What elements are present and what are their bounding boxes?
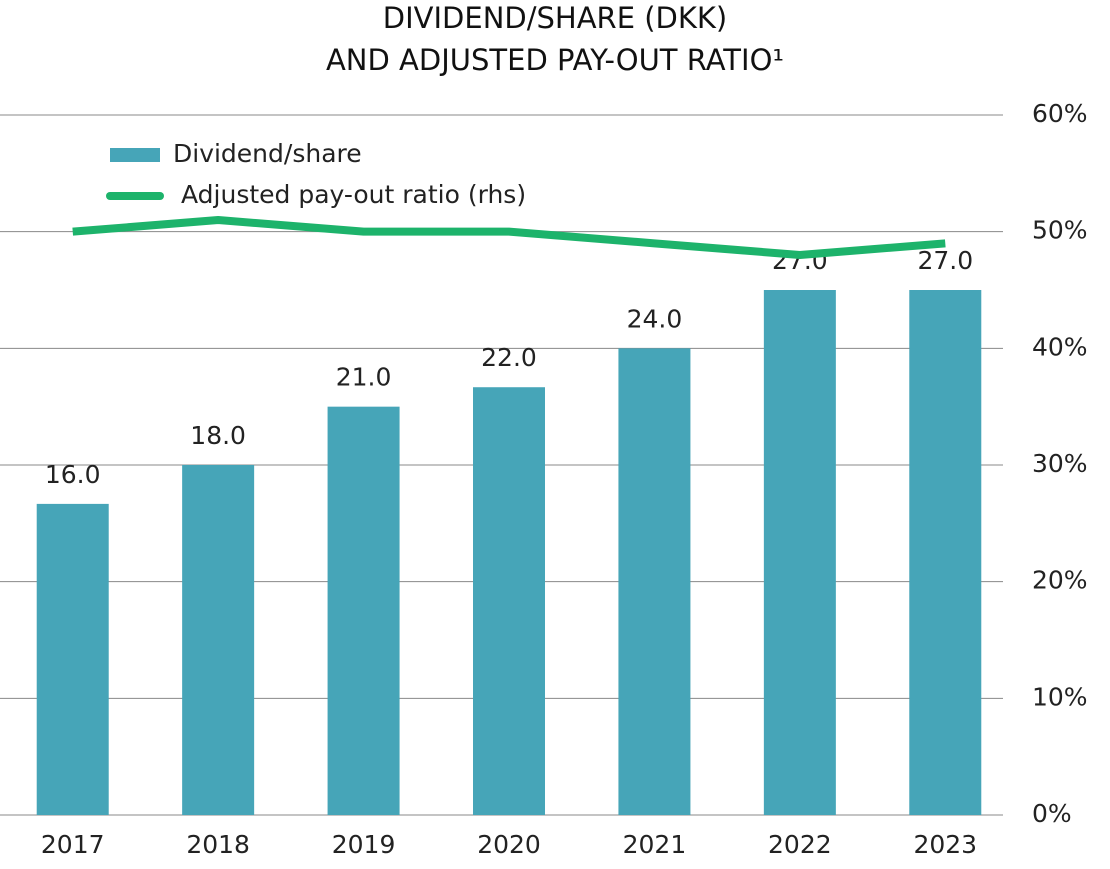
line bbox=[72, 216, 946, 259]
y2-tick-label: 60% bbox=[1032, 99, 1088, 128]
bar bbox=[763, 290, 836, 815]
chart-title: DIVIDEND/SHARE (DKK) bbox=[383, 1, 727, 35]
bar bbox=[182, 465, 255, 815]
x-tick-label: 2022 bbox=[768, 830, 832, 859]
x-tick-label: 2023 bbox=[913, 830, 977, 859]
legend-label: Dividend/share bbox=[173, 139, 362, 168]
y2-tick-label: 30% bbox=[1032, 449, 1088, 478]
x-tick-label: 2019 bbox=[332, 830, 396, 859]
data-label: 16.0 bbox=[45, 460, 101, 489]
data-label: 24.0 bbox=[627, 304, 683, 333]
bar bbox=[327, 406, 400, 815]
data-label: 27.0 bbox=[917, 246, 973, 275]
bar bbox=[473, 387, 545, 815]
data-label: 21.0 bbox=[336, 363, 392, 392]
bar bbox=[36, 503, 109, 815]
y2-tick-label: 10% bbox=[1032, 682, 1088, 711]
bar bbox=[618, 348, 691, 815]
y2-tick-label: 20% bbox=[1032, 566, 1088, 595]
x-tick-label: 2017 bbox=[41, 830, 105, 859]
y2-tick-label: 0% bbox=[1032, 799, 1072, 828]
data-label: 22.0 bbox=[481, 343, 537, 372]
y2-tick-label: 40% bbox=[1032, 332, 1088, 361]
chart-title: AND ADJUSTED PAY-OUT RATIO¹ bbox=[326, 43, 784, 77]
x-tick-label: 2021 bbox=[623, 830, 687, 859]
bar bbox=[909, 290, 982, 815]
data-label: 18.0 bbox=[190, 421, 246, 450]
y2-tick-label: 50% bbox=[1032, 216, 1088, 245]
legend-swatch bbox=[110, 148, 160, 162]
legend-label: Adjusted pay-out ratio (rhs) bbox=[181, 180, 526, 209]
x-tick-label: 2020 bbox=[477, 830, 541, 859]
x-tick-label: 2018 bbox=[186, 830, 250, 859]
